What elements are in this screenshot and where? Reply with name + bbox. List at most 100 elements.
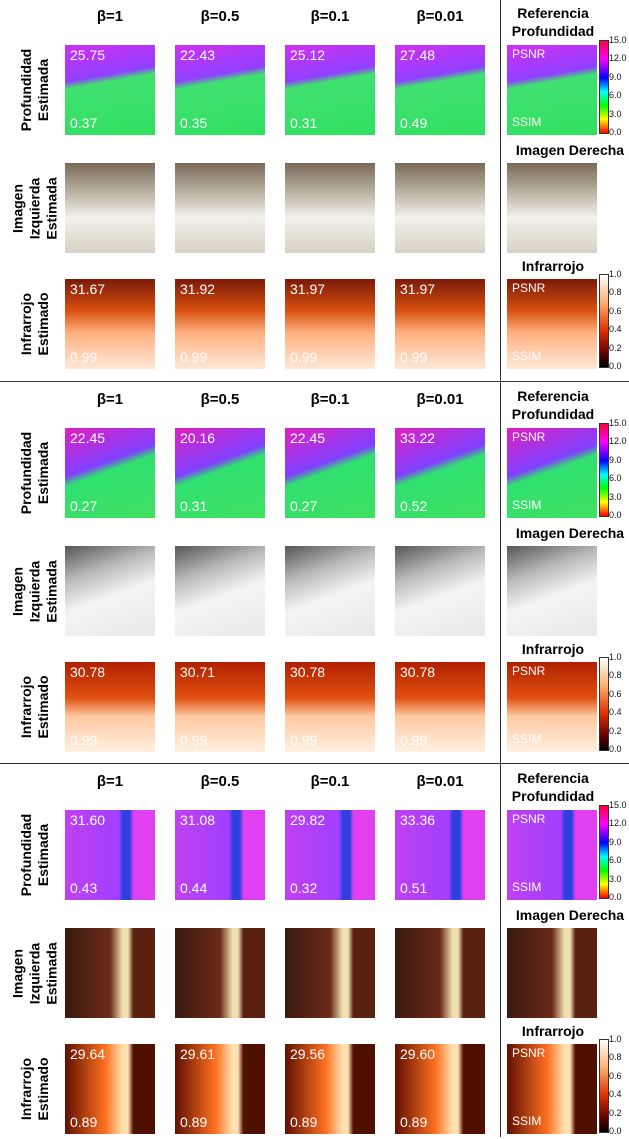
psnr-value: 29.60 xyxy=(400,1046,435,1062)
psnr-value: 31.97 xyxy=(290,281,325,297)
ssim-value: 0.99 xyxy=(70,349,97,365)
reference-title: Profundidad xyxy=(488,22,618,40)
row-label-line: Izquierda xyxy=(27,923,44,1023)
colorbar-tick: 12.0 xyxy=(609,436,627,446)
figure: {"sections":[ {"columns":["β=1","β=0.5",… xyxy=(0,0,629,1137)
row-label-line: Estimado xyxy=(35,1039,52,1139)
colorbar-tick: 0.0 xyxy=(609,892,622,902)
divider xyxy=(500,0,501,1137)
row-label-line: Infrarrojo xyxy=(18,657,35,757)
result-image xyxy=(175,928,265,1018)
result-image xyxy=(285,546,375,636)
row-label-line: Profundidad xyxy=(18,40,35,140)
row-label: ProfundidadEstimada xyxy=(18,805,52,905)
colorbar-tick: 1.0 xyxy=(609,269,622,279)
colorbar-tick: 0.2 xyxy=(609,726,622,736)
colorbar-tick: 0.2 xyxy=(609,1108,622,1118)
row-label-line: Izquierda xyxy=(27,158,44,258)
psnr-label: PSNR xyxy=(512,430,545,444)
result-image xyxy=(395,163,485,253)
colorbar-tick: 15.0 xyxy=(609,418,627,428)
psnr-value: 31.08 xyxy=(180,812,215,828)
row-label-line: Izquierda xyxy=(27,541,44,641)
result-image xyxy=(65,163,155,253)
colorbar-tick: 12.0 xyxy=(609,818,627,828)
row-label-line: Imagen xyxy=(10,923,27,1023)
colorbar-tick: 0.0 xyxy=(609,1126,622,1136)
colorbar-tick: 3.0 xyxy=(609,492,622,502)
psnr-value: 33.36 xyxy=(400,812,435,828)
colorbar-tick: 9.0 xyxy=(609,72,622,82)
ssim-value: 0.89 xyxy=(290,1114,317,1130)
right-image-title: Imagen Derecha xyxy=(500,524,629,542)
reference-image xyxy=(507,928,597,1018)
psnr-value: 27.48 xyxy=(400,47,435,63)
column-header: β=1 xyxy=(60,391,160,408)
psnr-value: 29.64 xyxy=(70,1046,105,1062)
ssim-value: 0.89 xyxy=(70,1114,97,1130)
column-header: β=0.01 xyxy=(390,391,490,408)
colorbar-tick: 15.0 xyxy=(609,35,627,45)
divider xyxy=(0,763,629,764)
column-header: β=0.1 xyxy=(280,391,380,408)
colorbar xyxy=(599,805,609,899)
ssim-value: 0.99 xyxy=(70,732,97,748)
ssim-value: 0.51 xyxy=(400,880,427,896)
ssim-value: 0.35 xyxy=(180,115,207,131)
ssim-value: 0.99 xyxy=(180,732,207,748)
reference-image xyxy=(507,546,597,636)
ssim-value: 0.99 xyxy=(290,732,317,748)
ssim-value: 0.89 xyxy=(180,1114,207,1130)
ssim-value: 0.31 xyxy=(180,498,207,514)
colorbar-tick: 3.0 xyxy=(609,109,622,119)
colorbar-tick: 0.4 xyxy=(609,707,622,717)
ssim-value: 0.27 xyxy=(290,498,317,514)
colorbar-tick: 0.6 xyxy=(609,1071,622,1081)
psnr-value: 22.45 xyxy=(290,430,325,446)
colorbar-tick: 6.0 xyxy=(609,855,622,865)
ir-ssim-label: SSIM xyxy=(512,732,541,746)
psnr-value: 30.78 xyxy=(290,664,325,680)
psnr-label: PSNR xyxy=(512,47,545,61)
column-header: β=0.5 xyxy=(170,773,270,790)
column-header: β=1 xyxy=(60,773,160,790)
psnr-value: 31.97 xyxy=(400,281,435,297)
psnr-value: 31.60 xyxy=(70,812,105,828)
psnr-value: 29.56 xyxy=(290,1046,325,1062)
colorbar-tick: 6.0 xyxy=(609,473,622,483)
psnr-value: 29.61 xyxy=(180,1046,215,1062)
row-label-line: Estimada xyxy=(35,40,52,140)
column-header: β=0.1 xyxy=(280,773,380,790)
row-label-line: Estimada xyxy=(44,923,61,1023)
ir-psnr-label: PSNR xyxy=(512,1046,545,1060)
row-label-line: Profundidad xyxy=(18,423,35,523)
colorbar-tick: 0.8 xyxy=(609,1052,622,1062)
ssim-label: SSIM xyxy=(512,115,541,129)
colorbar-tick: 9.0 xyxy=(609,837,622,847)
row-label-line: Estimada xyxy=(35,423,52,523)
ssim-value: 0.99 xyxy=(180,349,207,365)
colorbar-tick: 1.0 xyxy=(609,1034,622,1044)
row-label-line: Estimado xyxy=(35,274,52,374)
ir-ssim-label: SSIM xyxy=(512,349,541,363)
row-label-line: Infrarrojo xyxy=(18,274,35,374)
colorbar-tick: 3.0 xyxy=(609,874,622,884)
ir-ssim-label: SSIM xyxy=(512,1114,541,1128)
result-image xyxy=(285,928,375,1018)
ir-psnr-label: PSNR xyxy=(512,664,545,678)
colorbar-tick: 0.6 xyxy=(609,689,622,699)
column-header: β=0.01 xyxy=(390,773,490,790)
reference-title: Referencia xyxy=(488,769,618,787)
psnr-value: 31.92 xyxy=(180,281,215,297)
result-image xyxy=(175,163,265,253)
colorbar-tick: 0.0 xyxy=(609,744,622,754)
row-label-line: Estimada xyxy=(44,541,61,641)
row-label-line: Estimada xyxy=(44,158,61,258)
right-image-title: Imagen Derecha xyxy=(500,906,629,924)
ssim-label: SSIM xyxy=(512,498,541,512)
colorbar xyxy=(599,1039,609,1133)
colorbar-tick: 0.8 xyxy=(609,287,622,297)
ssim-value: 0.27 xyxy=(70,498,97,514)
